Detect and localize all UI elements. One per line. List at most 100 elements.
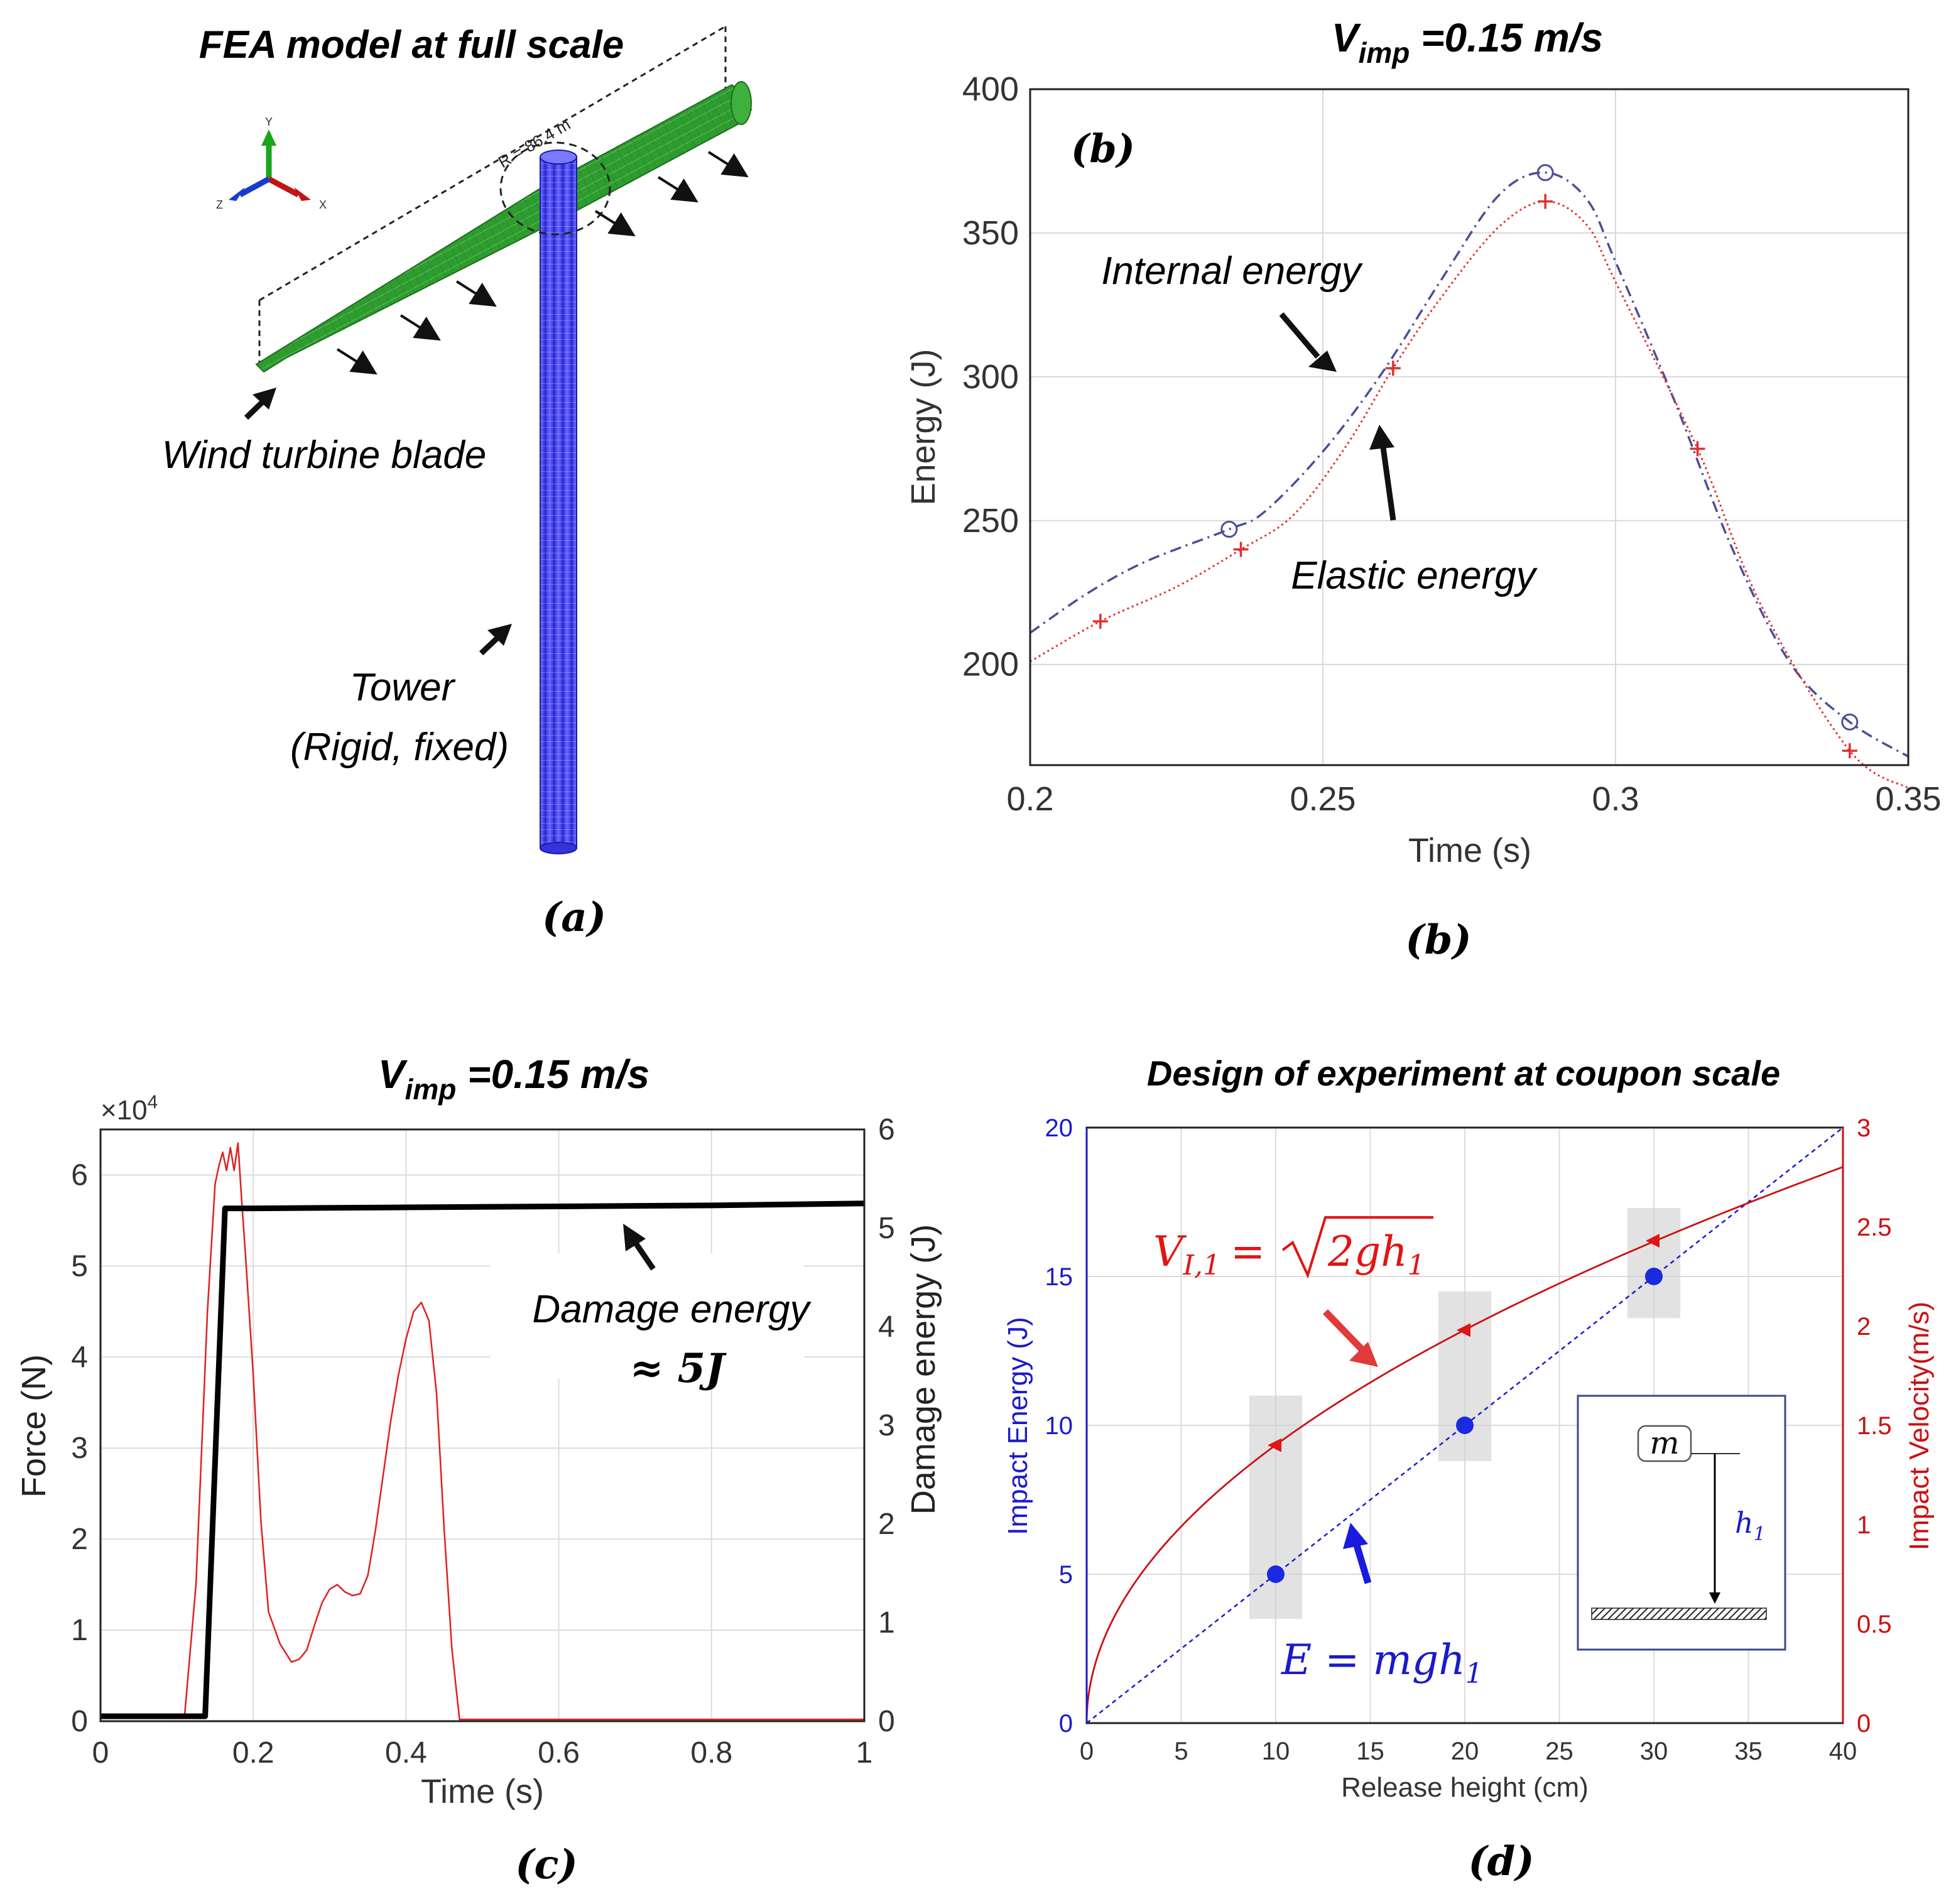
- y-tick-label-left: 6: [71, 1158, 88, 1192]
- x-tick-label: 0.2: [232, 1736, 274, 1770]
- panel-a-title: FEA model at full scale: [199, 23, 624, 67]
- y-tick-label-right: 0.5: [1857, 1611, 1892, 1638]
- y-tick-label-right: 1: [1857, 1511, 1871, 1539]
- y-tick-label-right: 0: [1857, 1710, 1871, 1738]
- y-tick-label-right: 1.5: [1857, 1412, 1892, 1440]
- x-tick-label: 35: [1734, 1738, 1763, 1765]
- data-point: [1536, 164, 1554, 182]
- axis-x-label: X: [319, 199, 327, 211]
- tower-sublabel: (Rigid, fixed): [290, 726, 509, 769]
- annotation-damage-energy: Damage energy: [532, 1288, 812, 1331]
- panel-b-caption: (b): [1405, 917, 1471, 964]
- chart-b-ylabel: Energy (J): [905, 349, 942, 505]
- y-tick-label-right: 3: [1857, 1114, 1871, 1142]
- range-box: [1438, 1291, 1492, 1461]
- y-tick-label-right: 3: [878, 1409, 895, 1442]
- data-point: [1233, 541, 1249, 557]
- data-point: [1220, 521, 1238, 538]
- data-point: [1842, 743, 1857, 759]
- chart-b-title: Vimp =0.15 m/s: [1332, 15, 1603, 69]
- x-tick-label: 20: [1451, 1738, 1479, 1765]
- velocity-point: [1457, 1323, 1470, 1337]
- axis-y-label: Y: [265, 116, 273, 128]
- y-tick-label: 200: [962, 646, 1019, 683]
- series-line: [1030, 200, 1909, 789]
- x-tick-label: 5: [1174, 1738, 1188, 1765]
- x-tick-label: 0.8: [690, 1736, 732, 1770]
- panel-b-energy-chart: Vimp =0.15 m/s 0.2 0.25 0.3 0.35 200 250 300 35…: [905, 15, 1942, 964]
- y-tick-label-left: 10: [1045, 1412, 1073, 1440]
- y-tick-label-right: 6: [878, 1113, 895, 1146]
- y-tick-label-left: 20: [1045, 1114, 1073, 1142]
- x-tick-label: 30: [1640, 1738, 1668, 1765]
- y-tick-label-left: 0: [71, 1705, 88, 1738]
- annotation-backdrop: [490, 1253, 804, 1379]
- callout-arrow-velocity: [1323, 1309, 1378, 1367]
- y-tick-label-left: 3: [71, 1432, 88, 1465]
- inset-mass-label: m: [1649, 1425, 1679, 1461]
- axis-triad-icon: Y X Z: [216, 116, 327, 211]
- svg-text:2gh1: 2gh1: [1327, 1227, 1425, 1281]
- y-tick-label-left: 15: [1045, 1263, 1073, 1291]
- y-tick-label-right: 2.5: [1857, 1214, 1892, 1241]
- y-tick-label: 400: [962, 70, 1019, 108]
- tower-label: Tower: [350, 666, 456, 709]
- y-tick-label-left: 5: [71, 1249, 88, 1283]
- y-tick-label-left: 0: [1059, 1710, 1073, 1738]
- chart-b-xlabel: Time (s): [1408, 832, 1531, 869]
- panel-c-force-chart: Vimp =0.15 m/s ×104 0 0.2 0.4 0.6 0.8 1012345…: [15, 1052, 942, 1888]
- energy-point: [1645, 1268, 1663, 1285]
- panel-a-fea-model: FEA model at full scale Y X Z R = 86.4 m: [162, 23, 753, 941]
- data-point: [1538, 193, 1553, 209]
- svg-text:E = mgh1: E = mgh1: [1281, 1636, 1483, 1690]
- chart-b-panel-label: (b): [1071, 126, 1135, 171]
- chart-c-ylabel-left: Force (N): [15, 1354, 53, 1498]
- chart-c-xlabel: Time (s): [421, 1773, 544, 1810]
- y-tick-label-left: 1: [71, 1614, 88, 1647]
- wind-arrows: [336, 151, 749, 375]
- y-tick-label: 300: [962, 358, 1019, 396]
- y-tick-label-right: 2: [1857, 1313, 1871, 1341]
- axis-z-label: Z: [216, 199, 223, 211]
- chart-d-title: Design of experiment at coupon scale: [1147, 1053, 1780, 1093]
- range-box: [1249, 1395, 1303, 1619]
- callout-arrows-a: [244, 388, 512, 656]
- y-tick-label-right: 5: [878, 1212, 895, 1245]
- panel-a-caption: (a): [542, 894, 606, 941]
- annotation-elastic-energy: Elastic energy: [1291, 554, 1538, 597]
- energy-point: [1267, 1565, 1285, 1583]
- y-tick-label: 250: [962, 502, 1019, 540]
- force-line: [101, 1142, 864, 1721]
- mass-block: [1637, 1425, 1692, 1462]
- data-point: [1841, 713, 1859, 731]
- callout-arrows-b: [1279, 312, 1396, 521]
- y-tick-label-left: 4: [71, 1341, 88, 1374]
- data-point: [1690, 441, 1705, 457]
- x-tick-label: 10: [1262, 1738, 1290, 1765]
- panel-d-doe-chart: Design of experiment at coupon scale 0 5 1…: [1002, 1053, 1935, 1885]
- chart-d-xlabel: Release height (cm): [1341, 1772, 1589, 1803]
- hub-circle: [499, 141, 611, 236]
- radius-dimension: R = 86.4 m: [258, 25, 727, 366]
- data-point: [1385, 361, 1401, 376]
- x-tick-label: 0.4: [385, 1736, 427, 1770]
- y-tick-label-right: 2: [878, 1508, 895, 1541]
- annotation-internal-energy: Internal energy: [1101, 249, 1364, 293]
- y-tick-label: 350: [962, 214, 1019, 252]
- panel-d-caption: (d): [1468, 1838, 1534, 1885]
- y-tick-label-right: 1: [878, 1606, 895, 1640]
- equation-velocity: VI,1 = 2gh1: [1153, 1216, 1433, 1281]
- y-tick-label-right: 0: [878, 1705, 895, 1738]
- x-tick-label: 15: [1356, 1738, 1384, 1765]
- data-point: [1092, 614, 1108, 629]
- callout-arrow-energy: [1343, 1523, 1372, 1584]
- chart-c-ylabel-right: Damage energy (J): [905, 1224, 942, 1515]
- velocity-point: [1646, 1234, 1660, 1248]
- chart-b-frame: [1029, 88, 1910, 766]
- x-tick-label: 0: [1080, 1738, 1094, 1765]
- inset-height-label: h1: [1735, 1506, 1766, 1545]
- range-box: [1627, 1207, 1681, 1319]
- drop-test-inset: m h1: [1577, 1395, 1786, 1651]
- equation-energy: E = mgh1: [1281, 1636, 1483, 1690]
